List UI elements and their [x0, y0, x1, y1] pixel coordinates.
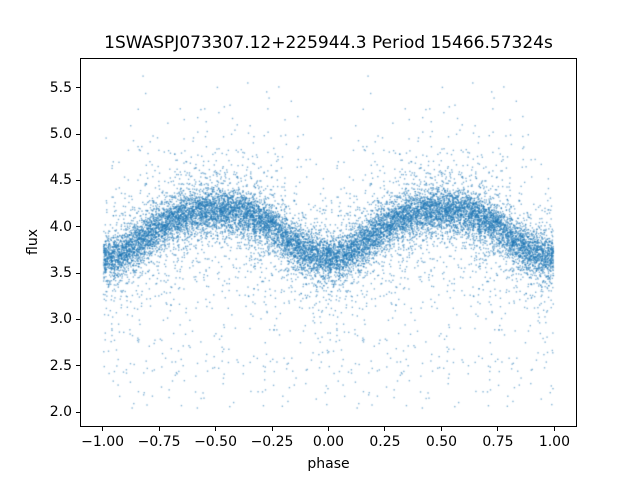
x-tick-mark: [158, 427, 160, 431]
y-tick-label: 4.5: [49, 172, 72, 189]
y-axis-ticks: 2.0 2.5 3.0 3.5 4.0 4.5 5.0 5.5: [0, 58, 80, 427]
y-tick-label: 3.5: [49, 265, 72, 282]
x-tick-label: −0.50: [194, 434, 237, 450]
x-tick-mark: [384, 427, 386, 431]
y-tick-mark: [76, 226, 80, 228]
y-tick-label: 5.0: [49, 126, 72, 143]
x-tick-label: 0.00: [312, 434, 345, 450]
y-tick-label: 2.5: [49, 357, 72, 374]
plot-area: [80, 58, 577, 427]
x-tick-label: −1.00: [81, 434, 125, 450]
x-tick-label: 1.00: [538, 434, 570, 450]
y-tick-mark: [76, 87, 80, 89]
x-tick-mark: [497, 427, 499, 431]
y-tick-mark: [76, 179, 80, 181]
x-tick-mark: [102, 427, 104, 431]
y-tick-label: 3.0: [49, 311, 72, 328]
x-axis-label: phase: [307, 456, 350, 472]
x-tick-label: −0.75: [137, 434, 181, 450]
y-tick-mark: [76, 365, 80, 367]
x-tick-mark: [328, 427, 329, 431]
x-tick-label: 0.75: [482, 434, 514, 450]
x-tick-label: 0.25: [369, 434, 401, 450]
x-tick-mark: [440, 427, 442, 431]
x-tick-mark: [215, 427, 217, 431]
y-tick-label: 2.0: [49, 404, 72, 421]
chart-title: 1SWASPJ073307.12+225944.3 Period 15466.5…: [104, 33, 553, 53]
x-tick-label: −0.25: [250, 434, 294, 450]
x-axis-ticks: −1.00 −0.75 −0.50 −0.25 0.00 0.25 0.50 0.75 1.00: [80, 427, 577, 461]
y-tick-label: 5.5: [49, 79, 72, 96]
scatter-canvas: [81, 59, 576, 426]
x-tick-mark: [271, 427, 273, 431]
y-tick-label: 4.0: [49, 218, 72, 235]
y-tick-mark: [76, 133, 80, 135]
x-tick-mark: [553, 427, 555, 431]
y-tick-mark: [76, 272, 80, 274]
x-tick-label: 0.50: [425, 434, 458, 450]
y-tick-mark: [76, 411, 80, 413]
y-tick-mark: [76, 318, 80, 320]
